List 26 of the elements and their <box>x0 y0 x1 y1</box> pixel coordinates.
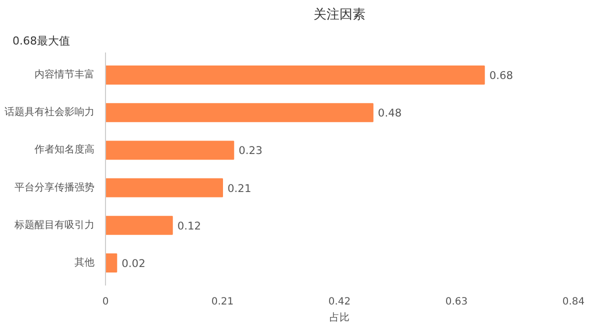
data-label: 0.48 <box>378 106 402 120</box>
x-tick-label: 0.21 <box>211 296 234 308</box>
x-tick-label: 0.84 <box>562 296 585 308</box>
bar <box>106 216 173 235</box>
x-axis-title: 占比 <box>330 312 350 324</box>
bar <box>106 178 223 198</box>
data-label: 0.12 <box>177 219 202 232</box>
y-tick-label: 平台分享传播强势 <box>14 181 94 194</box>
data-label: 0.21 <box>228 182 252 195</box>
text: 0.68最大值 <box>12 34 70 48</box>
bar <box>106 140 234 160</box>
y-tick-label: 标题醒目有吸引力 <box>14 218 94 231</box>
x-tick-label: 0.42 <box>328 296 351 308</box>
x-tick-label: 0.63 <box>445 296 468 308</box>
y-tick-label: 作者知名度高 <box>34 144 94 156</box>
y-tick-label: 话题具有社会影响力 <box>4 106 94 118</box>
bar <box>106 253 118 272</box>
data-label: 0.23 <box>238 144 262 158</box>
x-tick-label: 0 <box>102 296 109 308</box>
y-tick-label: 其他 <box>74 256 94 268</box>
chart-title: 关注因素 <box>314 8 366 22</box>
bar <box>106 103 374 122</box>
bar <box>106 66 485 85</box>
data-label: 0.68 <box>489 69 514 82</box>
data-label: 0.02 <box>122 256 146 270</box>
y-tick-label: 内容情节丰富 <box>34 68 94 81</box>
